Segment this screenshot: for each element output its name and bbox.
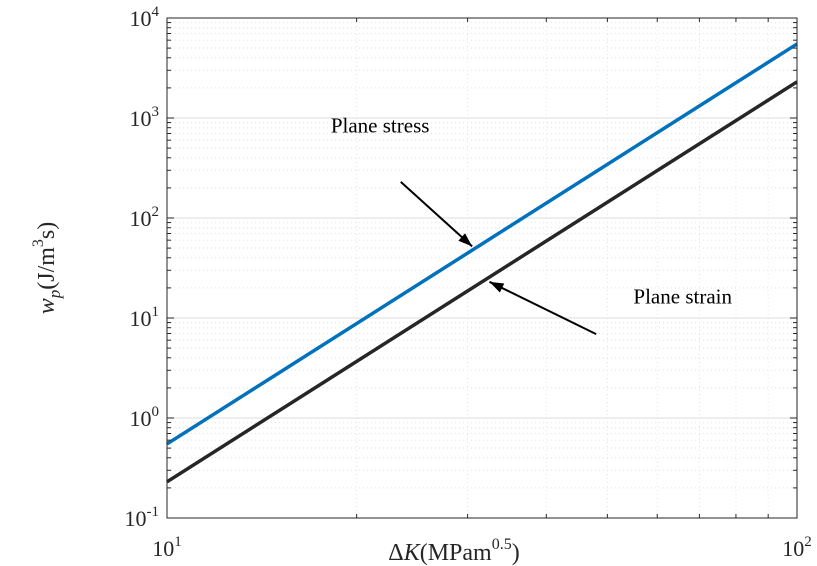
y-tick-label: 101 [130,304,160,331]
y-tick-label: 10-1 [125,504,160,531]
plot-area [167,18,797,518]
y-tick-label: 100 [130,404,160,431]
x-axis-label: ΔK(MPam0.5) [388,536,519,566]
x-tick-label: 102 [782,534,812,561]
x-tick-label: 101 [152,534,182,561]
axes-box [166,17,798,519]
series-line-2 [166,80,798,484]
annotation-arrow-1 [400,181,473,248]
series-group [166,42,798,484]
y-tick-label: 104 [130,4,160,31]
y-tick-label: 103 [130,104,160,131]
series-line-1 [166,42,798,446]
y-tick-label: 102 [130,204,160,231]
annotation-text-2: Plane strain [633,284,732,308]
annotation-arrowhead-2 [489,281,505,293]
annotations: Plane stress Plane strain [331,113,732,336]
annotation-text-1: Plane stress [331,113,430,137]
annotation-arrowhead-1 [458,233,473,247]
annotation-arrow-2 [489,280,597,336]
y-axis-label: wp(J/m3s) [30,222,64,315]
ticks: 101 102 10-1 100 101 102 103 104 [125,4,812,561]
